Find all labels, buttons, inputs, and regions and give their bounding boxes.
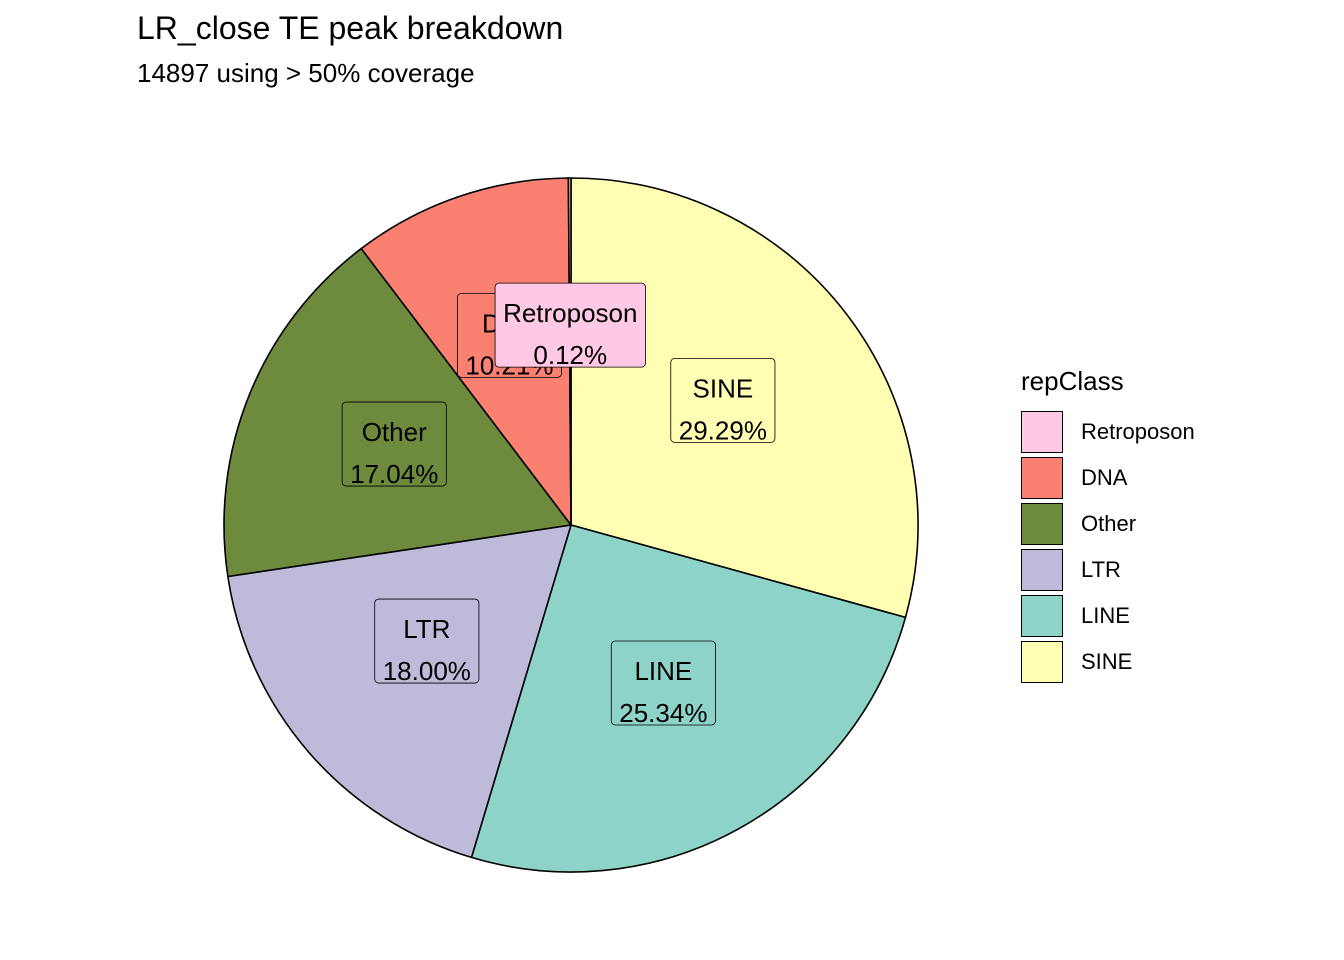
slice-label-percent: 18.00% bbox=[383, 656, 471, 686]
slice-label-box bbox=[341, 401, 447, 487]
legend-key-swatch bbox=[1021, 457, 1063, 499]
chart-title: LR_close TE peak breakdown bbox=[137, 10, 564, 46]
legend-label: LTR bbox=[1081, 557, 1121, 582]
slice-label-percent: 25.34% bbox=[619, 698, 707, 728]
legend-item-line: LINE bbox=[1021, 593, 1195, 639]
legend-key-swatch bbox=[1021, 641, 1063, 683]
slice-label-percent: 29.29% bbox=[679, 415, 767, 445]
pie-slice-ltr bbox=[227, 524, 572, 859]
legend-item-retroposon: Retroposon bbox=[1021, 409, 1195, 455]
slice-label-line: LINE 25.34% bbox=[610, 640, 716, 728]
slice-label-box bbox=[610, 640, 716, 726]
slice-label-name: LTR bbox=[403, 614, 450, 644]
legend-item-ltr: LTR bbox=[1021, 547, 1195, 593]
pie-slices bbox=[223, 177, 919, 873]
slice-label-box bbox=[494, 282, 646, 368]
legend-label: DNA bbox=[1081, 465, 1128, 490]
legend-item-dna: DNA bbox=[1021, 455, 1195, 501]
legend-label: LINE bbox=[1081, 603, 1130, 628]
legend: Retroposon DNA Other LTR LINE SINE bbox=[1021, 409, 1195, 685]
legend-title: repClass bbox=[1021, 366, 1124, 396]
slice-label-name: Other bbox=[362, 417, 427, 447]
chart-subtitle: 14897 using > 50% coverage bbox=[137, 58, 475, 88]
slice-label-other: Other 17.04% bbox=[341, 401, 447, 489]
slice-label-ltr: LTR 18.00% bbox=[374, 598, 480, 686]
slice-label-percent: 17.04% bbox=[350, 459, 438, 489]
legend-label: SINE bbox=[1081, 649, 1133, 674]
legend-key-swatch bbox=[1021, 595, 1063, 637]
pie-slice-labels: SINE 29.29% LINE 25.34% LTR 18.00% Other 17.04%… bbox=[341, 282, 776, 728]
slice-label-name: LINE bbox=[634, 656, 692, 686]
legend-label: Retroposon bbox=[1081, 419, 1195, 444]
slice-label-name: Retroposon bbox=[503, 298, 637, 328]
slice-label-retroposon: Retroposon 0.12% bbox=[494, 282, 646, 370]
slice-label-box bbox=[374, 598, 480, 684]
legend-label: Other bbox=[1081, 511, 1137, 536]
slice-label-percent: 0.12% bbox=[533, 340, 607, 370]
legend-item-sine: SINE bbox=[1021, 639, 1195, 685]
legend-key-swatch bbox=[1021, 549, 1063, 591]
slice-label-box bbox=[670, 358, 776, 443]
slice-label-sine: SINE 29.29% bbox=[670, 358, 776, 445]
legend-key-swatch bbox=[1021, 411, 1063, 453]
legend-item-other: Other bbox=[1021, 501, 1195, 547]
slice-label-name: SINE bbox=[693, 373, 754, 403]
legend-key-swatch bbox=[1021, 503, 1063, 545]
